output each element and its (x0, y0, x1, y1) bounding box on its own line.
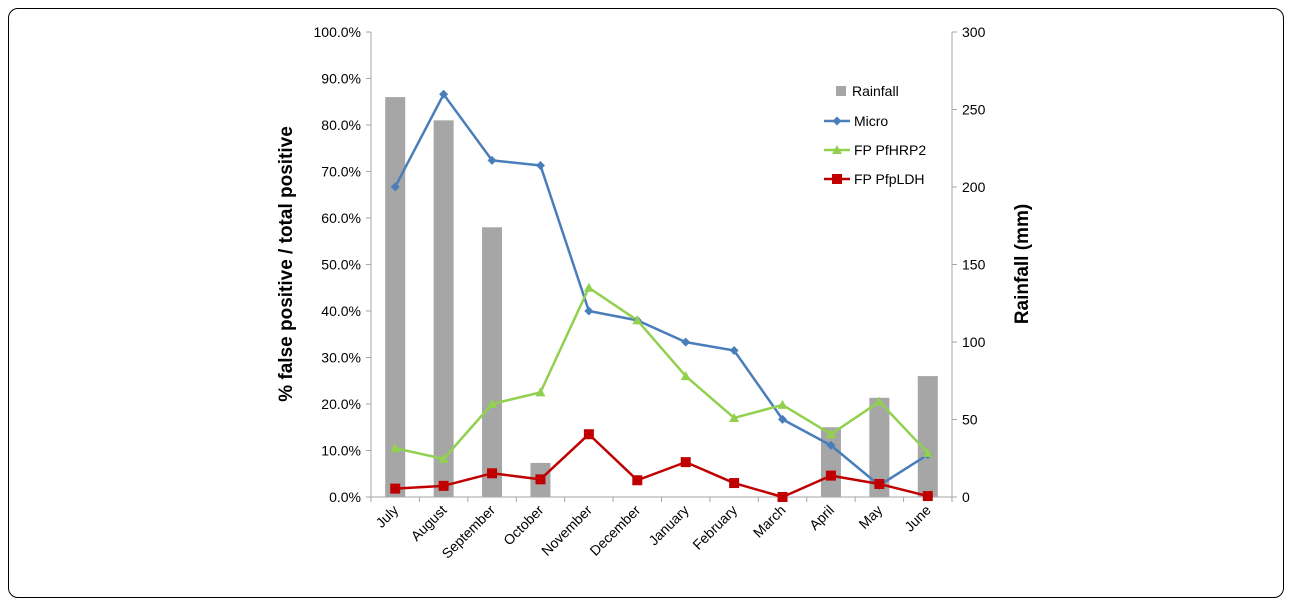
left-axis-title: % false positive / total positive (276, 126, 297, 402)
legend: Rainfall Micro FP PfHRP2 FP PfpLDH (824, 83, 926, 187)
fp-pfpldh-marker (922, 491, 933, 502)
left-tick-label: 20.0% (321, 396, 361, 412)
x-tick-label: March (750, 502, 789, 541)
x-tick-label: December (586, 502, 643, 559)
x-tick-label: June (901, 502, 934, 535)
x-tick-label: January (645, 502, 692, 549)
fp-pfpldh-marker (825, 470, 836, 481)
left-tick-label: 70.0% (321, 164, 361, 180)
rainfall-bar (385, 97, 406, 497)
left-tick-label: 30.0% (321, 350, 361, 366)
rainfall-bar (482, 227, 503, 498)
micro-marker (826, 440, 836, 450)
right-axis-title: Rainfall (mm) (1012, 204, 1033, 324)
right-tick-label: 50 (962, 412, 978, 428)
right-tick-label: 100 (962, 334, 986, 350)
fp-pfhrp2-marker (922, 447, 933, 457)
fp-pfpldh-marker (535, 474, 546, 485)
right-tick-label: 250 (962, 102, 986, 118)
left-tick-label: 60.0% (321, 210, 361, 226)
micro-marker (729, 346, 739, 356)
legend-marker-fp-pfpldh (832, 174, 842, 184)
legend-label-fp-pfpldh: FP PfpLDH (854, 171, 925, 187)
fp-pfhrp2-line (394, 286, 929, 461)
micro-marker (390, 182, 400, 192)
right-tick-label: 150 (962, 257, 986, 273)
x-tick-label: November (538, 502, 595, 559)
legend-label-fp-pfhrp2: FP PfHRP2 (854, 142, 926, 158)
fp-pfpldh-marker (729, 478, 740, 489)
rainfall-bar (869, 397, 890, 497)
axes (370, 32, 953, 498)
fp-pfhrp2-marker (825, 429, 836, 439)
fp-pfhrp2-marker (535, 387, 546, 397)
fp-pfpldh-marker (632, 475, 643, 486)
line-series (394, 93, 929, 499)
fp-pfpldh-marker (583, 429, 594, 440)
left-tick-label: 90.0% (321, 71, 361, 87)
legend-label-rainfall: Rainfall (852, 83, 899, 99)
left-tick-label: 80.0% (321, 117, 361, 133)
fp-pfhrp2-marker (680, 371, 691, 381)
fp-pfpldh-marker (487, 468, 498, 479)
fp-pfhrp2-marker (487, 399, 498, 408)
legend-marker-micro (832, 116, 842, 126)
chart: 0.0% 10.0% 20.0% 30.0% 40.0% 50.0% 60.0% 70.0% 8… (276, 24, 1033, 562)
fp-pfpldh-marker (390, 483, 401, 494)
right-tick-label: 200 (962, 179, 986, 195)
right-tick-label: 300 (962, 24, 986, 40)
fp-pfhrp2-marker (438, 453, 449, 463)
legend-marker-fp-pfhrp2 (832, 145, 842, 154)
x-tick-label: August (408, 502, 450, 544)
fp-pfhrp2-marker (874, 396, 885, 406)
fp-pfpldh-marker (438, 480, 449, 491)
fp-pfpldh-marker (680, 457, 691, 468)
rainfall-bars (385, 97, 938, 498)
fp-pfpldh-marker (874, 478, 885, 489)
fp-pfpldh-marker (777, 492, 788, 502)
left-tick-label: 50.0% (321, 257, 361, 273)
legend-swatch-rainfall (836, 86, 846, 96)
x-tick-label: February (689, 502, 740, 553)
fp-pfhrp2-marker (390, 443, 401, 453)
micro-marker (439, 89, 449, 99)
micro-marker (487, 155, 497, 165)
x-tick-label: May (855, 502, 885, 532)
micro-marker (584, 306, 594, 316)
rainfall-bar (917, 376, 938, 497)
micro-marker (535, 160, 545, 170)
left-tick-label: 0.0% (329, 489, 361, 505)
x-tick-label: July (372, 502, 401, 531)
series-markers (390, 89, 933, 502)
x-tick-label: April (806, 502, 837, 533)
legend-label-micro: Micro (854, 113, 888, 129)
x-tick-label: October (500, 502, 547, 549)
micro-marker (778, 414, 788, 424)
micro-line (394, 93, 929, 487)
right-tick-label: 0 (962, 489, 970, 505)
x-tick-label: September (438, 502, 498, 562)
left-tick-label: 100.0% (314, 24, 361, 40)
fp-pfhrp2-marker (583, 282, 594, 292)
fp-pfhrp2-marker (729, 412, 740, 422)
micro-marker (681, 337, 691, 347)
rainfall-bar (433, 120, 454, 497)
fp-pfhrp2-marker (632, 315, 643, 325)
left-tick-label: 10.0% (321, 443, 361, 459)
fp-pfpldh-line (395, 432, 929, 499)
fp-pfhrp2-marker (777, 399, 788, 409)
left-tick-label: 40.0% (321, 303, 361, 319)
